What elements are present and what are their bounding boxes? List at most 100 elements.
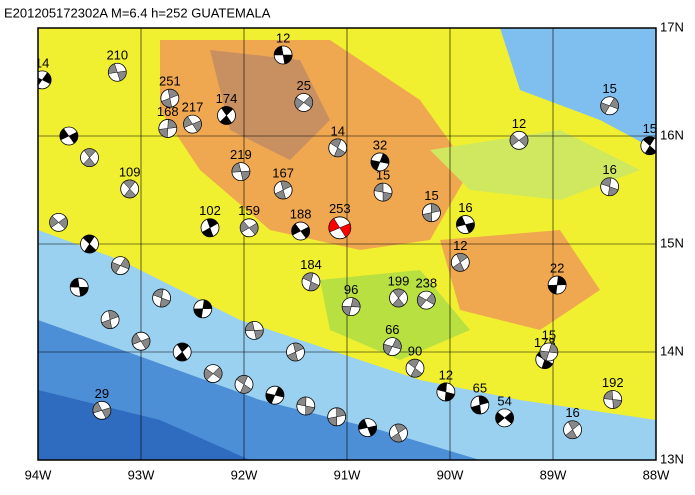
beachball-quadrant [392,297,405,308]
beachball-quadrant [336,407,346,418]
beachball-quadrant [111,261,121,274]
beachball-quadrant [370,159,381,171]
beachball-quadrant [565,429,578,440]
depth-label: 219 [230,147,252,162]
beachball-quadrant [92,401,103,414]
beachball-quadrant [245,321,255,332]
beachball-quadrant [294,97,305,110]
depth-label: 174 [216,91,238,106]
beachball [152,288,172,308]
beachball-quadrant [41,72,52,85]
beachball-quadrant [219,115,232,125]
beachball-quadrant [123,179,136,190]
depth-label: 12 [439,367,453,382]
beachball-quadrant [548,343,559,354]
lon-tick-label: 92W [231,467,258,482]
depth-label: 29 [95,386,109,401]
beachball-quadrant [391,338,402,350]
beachball-quadrant [603,390,614,400]
beachball [294,93,314,112]
beachball-quadrant [167,88,179,99]
lon-tick-label: 90W [437,467,464,482]
depth-label: 66 [385,322,399,337]
depth-label: 199 [388,273,410,288]
beachball-quadrant [607,186,619,196]
depth-label: 238 [415,276,437,291]
beachball-quadrant [292,342,305,353]
beachball-quadrant [159,297,171,308]
beachball-quadrant [175,351,188,362]
beachball-quadrant [350,297,361,308]
beachball-quadrant [456,215,466,227]
map-title: E201205172302A M=6.4 h=252 GUATEMALA [4,5,271,20]
depth-label: 184 [300,257,322,272]
lat-tick-label: 13N [660,451,684,466]
depth-label: 188 [290,206,312,221]
depth-label: 15 [424,188,438,203]
beachball-quadrant [478,395,489,406]
lon-tick-label: 93W [128,467,155,482]
beachball-quadrant [291,223,302,236]
beachball [327,407,347,427]
beachball-quadrant [541,359,554,369]
depth-label: 16 [565,405,579,420]
beachball-quadrant [296,396,307,407]
beachball-quadrant [212,366,223,380]
beachball [470,395,490,415]
depth-label: 251 [159,74,181,89]
beachball [547,275,567,295]
beachball-quadrant [567,420,580,431]
beachball [120,179,140,199]
beachball-quadrant [84,243,97,254]
beachball [273,180,293,200]
beachball-quadrant [390,432,403,443]
beachball-quadrant [240,384,252,394]
beachball [405,358,425,378]
depth-label: 65 [473,380,487,395]
beachball-quadrant [504,411,514,424]
beachball-quadrant [58,216,68,230]
depth-label: 192 [602,375,624,390]
depth-label: 22 [550,260,564,275]
map-frame [37,27,657,461]
beachball [382,337,402,357]
beachball [389,288,408,308]
beachball-quadrant [273,45,284,56]
depth-label: 109 [119,164,141,179]
beachball [600,177,620,197]
beachball [239,218,259,238]
depth-label: 54 [497,393,511,408]
beachball [603,390,623,409]
beachball-quadrant [82,234,95,245]
beachball-quadrant [328,218,341,233]
beachball [328,216,352,240]
beachball-quadrant [239,220,250,233]
depth-label: 159 [238,203,260,218]
beachball-quadrant [68,131,79,144]
beachball-quadrant [240,170,251,181]
beachball-quadrant [303,95,313,108]
beachball [231,162,251,182]
beachball-quadrant [101,319,112,329]
beachball [193,299,213,319]
beachball-quadrant [221,106,234,116]
depth-label: 14 [330,123,344,138]
beachball [358,418,378,438]
beachball [600,96,620,116]
beachball [234,374,254,394]
lat-tick-label: 17N [660,19,684,34]
beachball [59,126,79,146]
depth-label: 102 [199,203,221,218]
beachball-quadrant [456,253,469,263]
beachball [111,256,130,276]
beachball-quadrant [116,70,127,82]
beachball-quadrant [392,288,405,299]
beachball [495,408,514,428]
beachball-quadrant [286,351,299,362]
beachball-quadrant [333,147,346,158]
beachball-quadrant [83,148,96,158]
beachball-quadrant [382,191,393,202]
beachball [296,396,316,416]
beachball-quadrant [274,189,286,200]
